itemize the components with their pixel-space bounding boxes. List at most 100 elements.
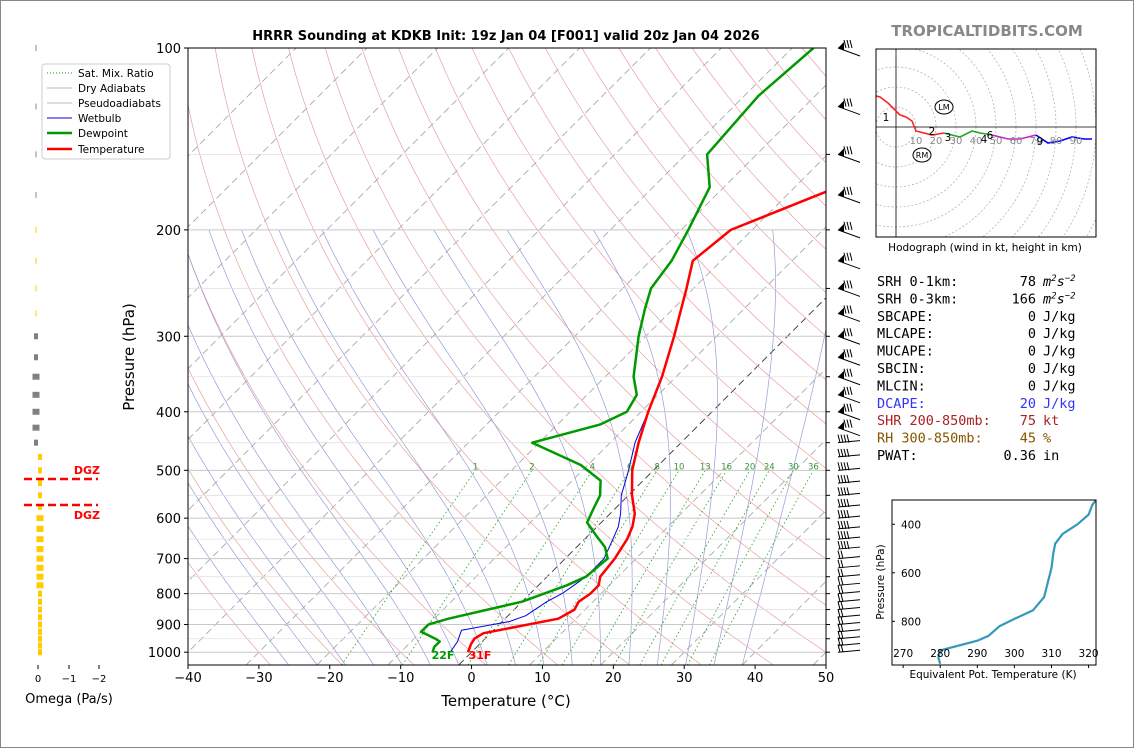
barb-flag	[837, 609, 841, 618]
chart-title: HRRR Sounding at KDKB Init: 19z Jan 04 […	[252, 29, 759, 44]
param-unit: J/kg	[1043, 309, 1076, 325]
barb-pennant	[838, 307, 844, 316]
barb-flag	[840, 448, 844, 457]
legend-item: Wetbulb	[78, 113, 122, 125]
isotherm-line	[316, 155, 826, 665]
theta-e-line	[937, 499, 1097, 665]
theta-e-panel: 270 280 290 300 310 320 400 600 800	[892, 499, 1099, 668]
barb-flag	[840, 540, 844, 550]
skewt-legend: Sat. Mix. Ratio Dry Adiabats Pseudoadiab…	[41, 63, 171, 160]
isotherm-line	[188, 48, 580, 441]
y-tick-label: 400	[156, 406, 181, 421]
mixing-ratio-line	[709, 470, 814, 665]
wind-barb	[837, 386, 861, 404]
barb-flag	[846, 386, 850, 395]
x-tick-label: −20	[316, 671, 343, 686]
omega-bar	[32, 373, 40, 380]
skewt-ticks: −40 −30 −20 −10 0 10 20 30 40 50 100 200 300 400 500 60…	[148, 42, 834, 686]
mixing-ratio-label: 4	[590, 462, 595, 472]
hodograph-trace	[899, 114, 945, 136]
dry-adiabat-line	[214, 48, 630, 665]
wind-barb	[837, 559, 861, 569]
param-value: 0	[1028, 326, 1036, 342]
wind-barb	[837, 448, 861, 458]
isotherm-line	[188, 48, 722, 582]
sounding-parameters: SRH 0-1km: 78 m2s−2 SRH 0-3km: 166 m2s−2 SBCAP…	[877, 274, 1076, 464]
wind-barb	[837, 305, 861, 322]
omega-bar	[38, 628, 42, 635]
barb-flag	[846, 328, 850, 337]
barb-flag	[849, 252, 853, 261]
barb-staff	[837, 47, 861, 57]
barb-flag	[846, 487, 850, 496]
barb-flag	[849, 305, 853, 314]
barb-flag	[840, 474, 844, 484]
param-label: PWAT:	[877, 448, 918, 464]
mixing-ratio-label: 10	[674, 462, 685, 472]
barb-flag	[843, 540, 847, 550]
theta-e-xtick-label: 290	[967, 648, 987, 660]
param-value: 0	[1028, 378, 1036, 394]
omega-panel	[32, 45, 100, 669]
hodograph-height-label: 3	[945, 132, 952, 144]
barb-flag	[840, 520, 844, 529]
hodograph-height-label: 6	[987, 130, 994, 142]
omega-tick-1: −1	[62, 674, 77, 685]
y-tick-label: 300	[156, 330, 181, 345]
omega-bar	[32, 424, 40, 431]
barb-flag	[837, 568, 841, 577]
storm-motion-label: RM	[916, 151, 929, 160]
pseudoadiabat-line	[188, 482, 318, 665]
barb-staff	[837, 411, 861, 421]
barb-flag	[840, 585, 844, 594]
barb-staff	[837, 582, 861, 586]
barb-flag	[840, 434, 844, 443]
barb-flag	[840, 637, 844, 646]
x-tick-label: 40	[747, 671, 764, 686]
pseudoadiabat-line	[208, 229, 460, 665]
wind-barb	[837, 39, 861, 57]
omega-bar	[38, 621, 42, 628]
pseudoadiabat-line	[685, 229, 718, 665]
legend-item: Dewpoint	[78, 128, 128, 140]
wind-barb	[837, 577, 861, 586]
dry-adiabat-line	[188, 103, 559, 665]
storm-motion-marker	[934, 99, 954, 115]
barb-staff	[837, 287, 861, 297]
wind-barb	[837, 609, 861, 618]
barb-staff	[837, 622, 861, 626]
omega-bar	[38, 492, 42, 499]
barb-flag	[846, 520, 850, 529]
barb-flag	[840, 616, 844, 625]
x-tick-label: 30	[676, 671, 693, 686]
omega-bar	[35, 103, 37, 110]
dry-adiabat-line	[471, 48, 826, 469]
mixing-ratio-line	[508, 470, 631, 665]
surface-dewpoint-label: 22F	[432, 649, 455, 662]
barb-flag	[837, 630, 841, 639]
barb-flag	[849, 419, 853, 428]
barb-pennant	[838, 405, 844, 414]
param-label: SHR 200-850mb:	[877, 413, 991, 429]
skewt-ylabel: Pressure (hPa)	[120, 303, 138, 411]
omega-bar	[38, 598, 42, 605]
barb-flag	[843, 186, 847, 195]
mixing-ratio-label: 2	[529, 462, 534, 472]
mixing-ratio-label: 20	[744, 462, 755, 472]
barb-flag	[840, 623, 844, 632]
omega-bar	[36, 536, 44, 543]
isotherm-line	[188, 48, 793, 653]
mixing-ratio-line	[402, 470, 533, 665]
dry-adiabat-line	[361, 48, 826, 606]
param-label: SBCIN:	[877, 361, 926, 377]
barb-flag	[846, 498, 850, 508]
hodograph-height-label: 1	[883, 112, 890, 124]
barb-flag	[837, 585, 841, 594]
pseudoadiabat-line	[372, 229, 573, 665]
dry-adiabat-line	[544, 48, 826, 381]
param-value: 78	[1020, 274, 1036, 290]
skewt-background-lines	[188, 48, 826, 665]
isotherm-line	[188, 48, 368, 228]
mixing-ratio-line	[561, 470, 680, 665]
